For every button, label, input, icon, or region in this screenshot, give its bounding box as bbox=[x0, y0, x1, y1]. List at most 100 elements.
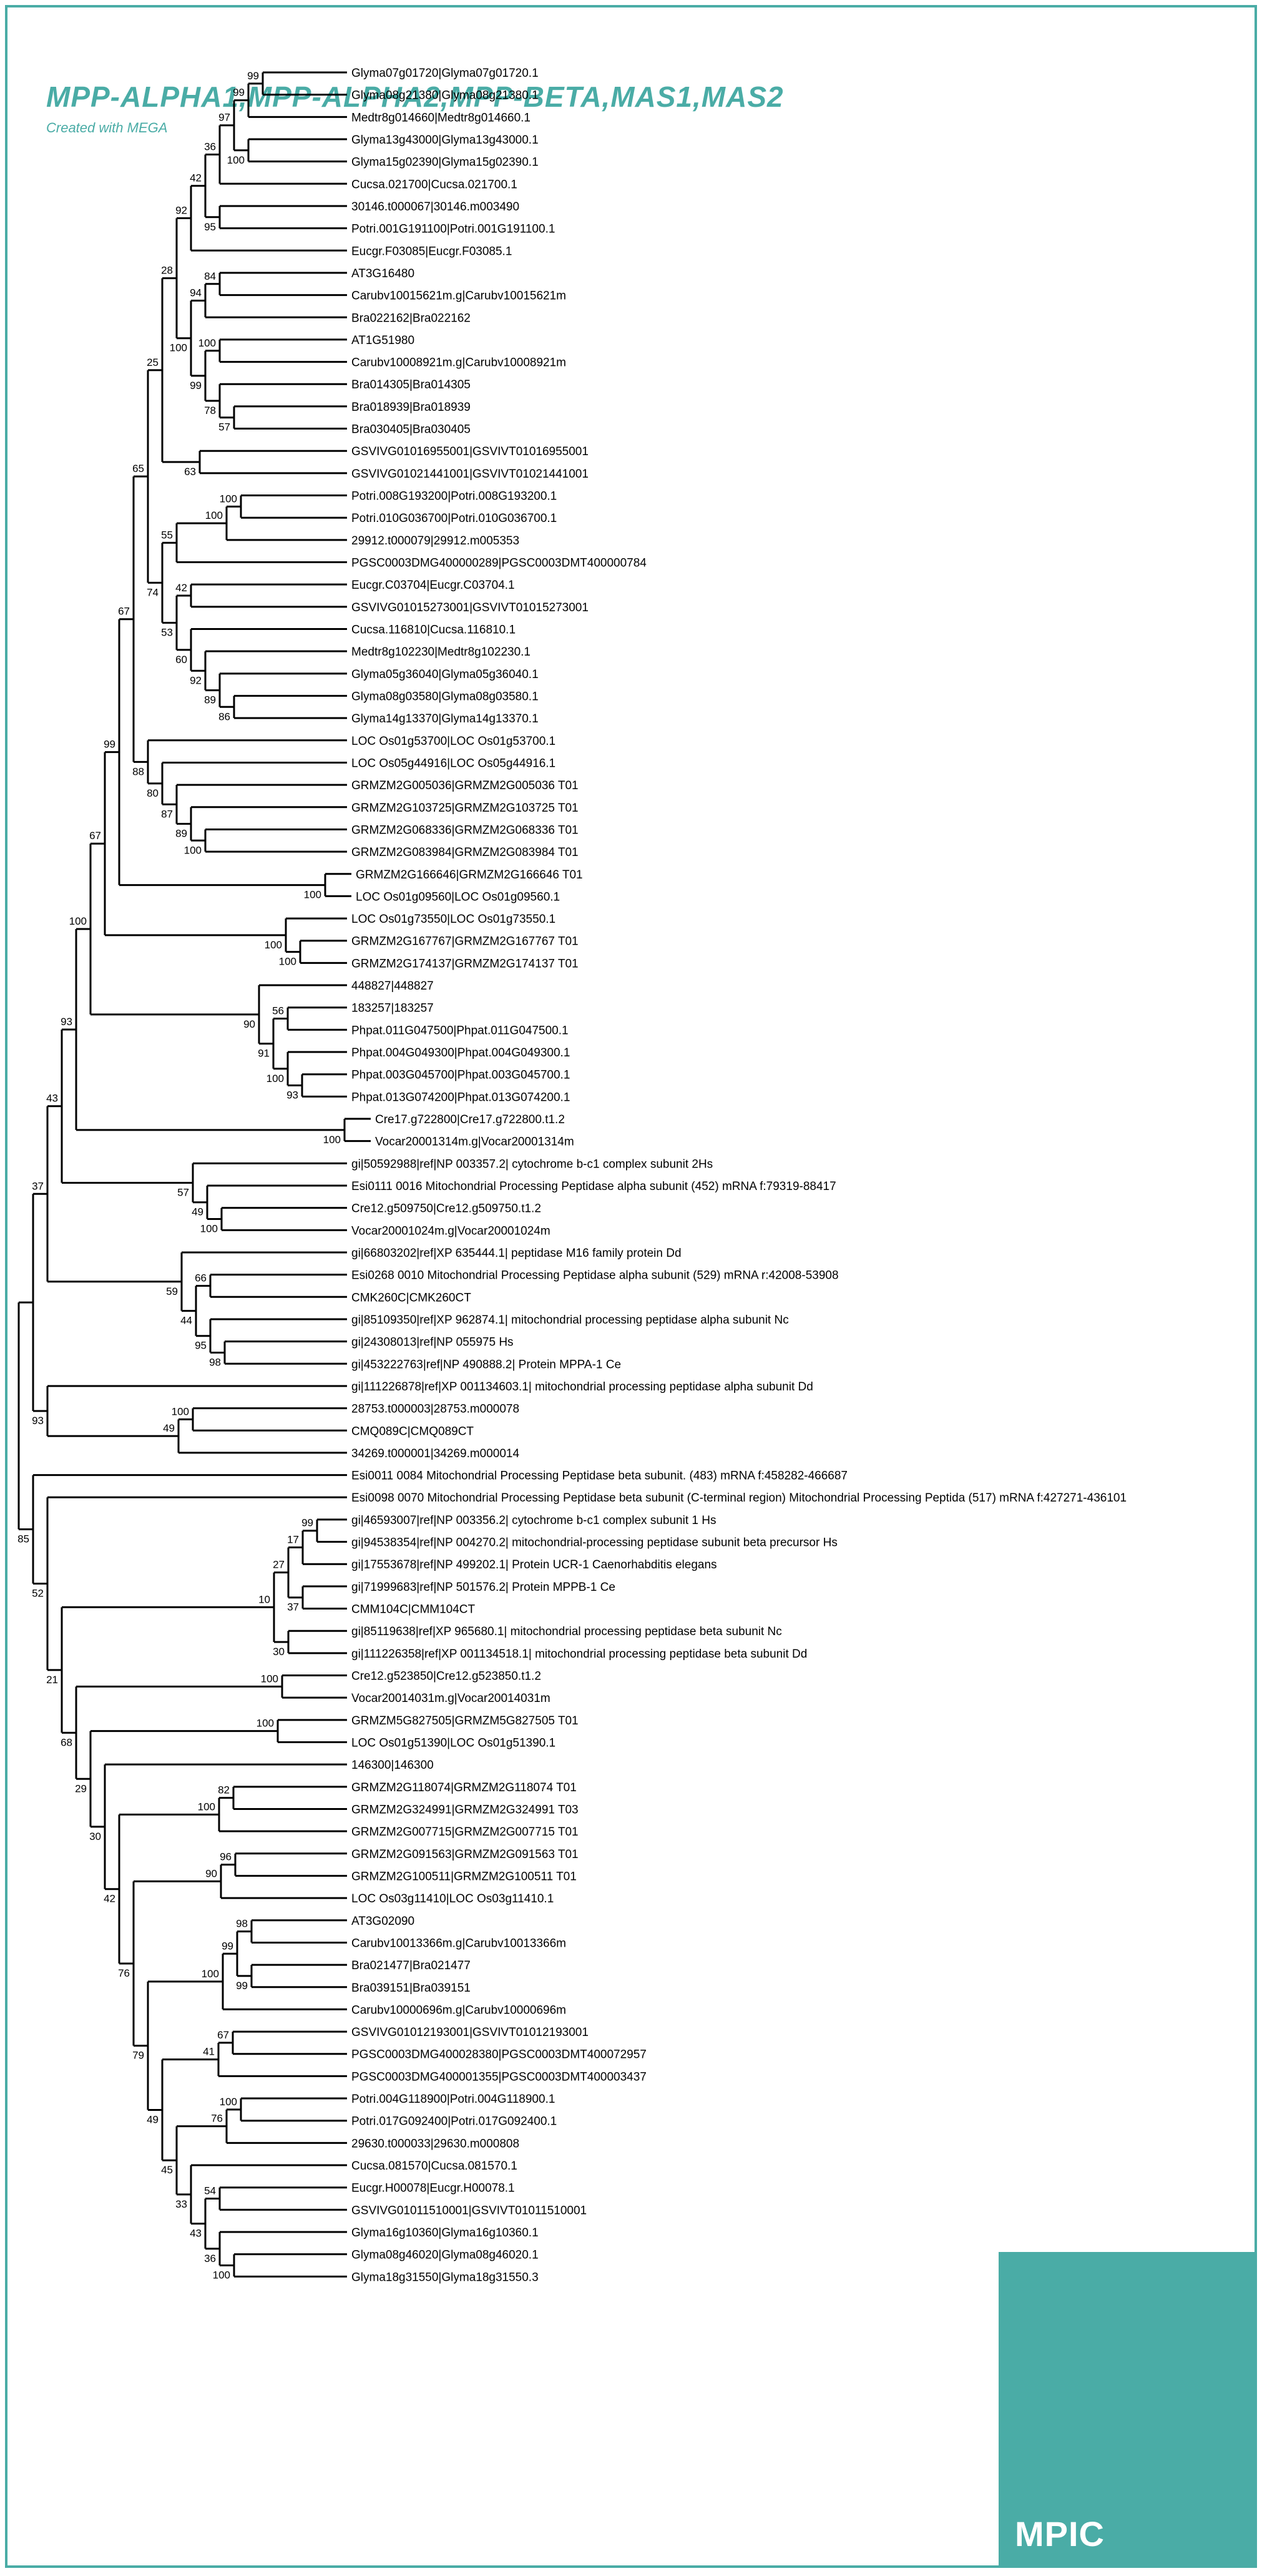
bootstrap-value: 67 bbox=[217, 2029, 229, 2041]
taxon-label: CMQ089C|CMQ089CT bbox=[351, 1425, 474, 1438]
bootstrap-value: 94 bbox=[190, 287, 202, 299]
taxon-label: 448827|448827 bbox=[351, 980, 434, 993]
bootstrap-value: 27 bbox=[273, 1559, 285, 1571]
taxon-label: Phpat.003G045700|Phpat.003G045700.1 bbox=[351, 1069, 570, 1082]
taxon-label: gi|24308013|ref|NP 055975 Hs bbox=[351, 1336, 514, 1349]
bootstrap-value: 52 bbox=[32, 1588, 44, 1600]
bootstrap-value: 100 bbox=[261, 1673, 278, 1684]
bootstrap-value: 33 bbox=[175, 2198, 187, 2210]
taxon-label: GRMZM2G167767|GRMZM2G167767 T01 bbox=[351, 935, 579, 948]
bootstrap-value: 25 bbox=[147, 356, 159, 368]
taxon-label: LOC Os01g09560|LOC Os01g09560.1 bbox=[356, 890, 560, 903]
taxon-label: gi|85109350|ref|XP 962874.1| mitochondri… bbox=[351, 1314, 789, 1327]
taxon-label: GRMZM2G068336|GRMZM2G068336 T01 bbox=[351, 823, 579, 837]
taxon-label: Glyma14g13370|Glyma14g13370.1 bbox=[351, 712, 539, 725]
bootstrap-value: 37 bbox=[32, 1180, 44, 1192]
taxon-label: GRMZM2G007715|GRMZM2G007715 T01 bbox=[351, 1826, 579, 1839]
bootstrap-value: 95 bbox=[195, 1340, 207, 1352]
bootstrap-value: 56 bbox=[272, 1005, 284, 1017]
bootstrap-value: 100 bbox=[279, 956, 296, 968]
bootstrap-value: 99 bbox=[222, 1940, 233, 1952]
taxon-label: Esi0268 0010 Mitochondrial Processing Pe… bbox=[351, 1269, 839, 1282]
taxon-label: gi|85119638|ref|XP 965680.1| mitochondri… bbox=[351, 1625, 782, 1638]
taxon-label: GRMZM2G174137|GRMZM2G174137 T01 bbox=[351, 957, 579, 970]
bootstrap-value: 57 bbox=[218, 421, 230, 433]
bootstrap-value: 49 bbox=[163, 1422, 175, 1434]
bootstrap-value: 100 bbox=[170, 342, 187, 354]
taxon-label: Bra021477|Bra021477 bbox=[351, 1959, 471, 1972]
bootstrap-value: 100 bbox=[267, 1073, 284, 1084]
taxon-label: Vocar20001314m.g|Vocar20001314m bbox=[375, 1136, 574, 1149]
bootstrap-value: 78 bbox=[204, 405, 216, 416]
taxon-label: Glyma15g02390|Glyma15g02390.1 bbox=[351, 156, 539, 169]
bootstrap-value: 89 bbox=[175, 828, 187, 840]
taxon-label: Carubv10008921m.g|Carubv10008921m bbox=[351, 356, 566, 370]
bootstrap-value: 99 bbox=[190, 380, 202, 391]
taxon-label: Glyma08g03580|Glyma08g03580.1 bbox=[351, 690, 539, 703]
bootstrap-value: 88 bbox=[132, 765, 144, 777]
page-subtitle: Created with MEGA bbox=[46, 120, 168, 135]
taxon-label: Potri.001G191100|Potri.001G191100.1 bbox=[351, 223, 555, 236]
bootstrap-value: 29 bbox=[75, 1782, 87, 1794]
bootstrap-value: 98 bbox=[236, 1918, 248, 1930]
bootstrap-value: 100 bbox=[69, 915, 87, 927]
taxon-label: Potri.017G092400|Potri.017G092400.1 bbox=[351, 2115, 557, 2128]
bootstrap-value: 100 bbox=[205, 509, 223, 521]
taxon-label: PGSC0003DMG400000289|PGSC0003DMT40000078… bbox=[351, 557, 647, 570]
taxon-label: Esi0098 0070 Mitochondrial Processing Pe… bbox=[351, 1492, 1127, 1505]
bootstrap-value: 49 bbox=[192, 1206, 203, 1218]
taxon-label: LOC Os01g53700|LOC Os01g53700.1 bbox=[351, 735, 555, 748]
bootstrap-value: 95 bbox=[204, 221, 216, 233]
taxon-label: Eucgr.C03704|Eucgr.C03704.1 bbox=[351, 579, 515, 592]
bootstrap-value: 100 bbox=[184, 844, 202, 856]
bootstrap-value: 57 bbox=[177, 1187, 189, 1199]
bootstrap-value: 99 bbox=[247, 70, 259, 82]
taxon-label: Esi0011 0084 Mitochondrial Processing Pe… bbox=[351, 1470, 848, 1483]
taxon-label: gi|50592988|ref|NP 003357.2| cytochrome … bbox=[351, 1158, 713, 1171]
taxon-label: LOC Os01g51390|LOC Os01g51390.1 bbox=[351, 1737, 555, 1750]
taxon-label: 28753.t000003|28753.m000078 bbox=[351, 1403, 519, 1416]
bootstrap-value: 55 bbox=[161, 529, 173, 541]
taxon-label: GSVIVG01016955001|GSVIVT01016955001 bbox=[351, 445, 589, 458]
taxon-label: Cucsa.081570|Cucsa.081570.1 bbox=[351, 2160, 517, 2173]
taxon-label: Glyma13g43000|Glyma13g43000.1 bbox=[351, 134, 539, 147]
bootstrap-value: 92 bbox=[190, 674, 202, 686]
bootstrap-value: 42 bbox=[104, 1893, 115, 1905]
bootstrap-value: 99 bbox=[301, 1517, 313, 1529]
bootstrap-value: 100 bbox=[227, 154, 245, 166]
taxon-label: Bra018939|Bra018939 bbox=[351, 401, 471, 414]
bootstrap-value: 98 bbox=[209, 1356, 221, 1368]
taxon-label: AT3G02090 bbox=[351, 1915, 414, 1928]
taxon-label: gi|46593007|ref|NP 003356.2| cytochrome … bbox=[351, 1514, 716, 1527]
taxon-label: Phpat.004G049300|Phpat.004G049300.1 bbox=[351, 1046, 570, 1059]
bootstrap-value: 87 bbox=[161, 808, 173, 820]
taxon-label: gi|94538354|ref|NP 004270.2| mitochondri… bbox=[351, 1536, 838, 1550]
bootstrap-value: 92 bbox=[175, 204, 187, 216]
taxon-label: GRMZM2G100511|GRMZM2G100511 T01 bbox=[351, 1870, 577, 1883]
bootstrap-value: 68 bbox=[61, 1736, 72, 1748]
taxon-label: 34269.t000001|34269.m000014 bbox=[351, 1447, 520, 1460]
bootstrap-value: 59 bbox=[166, 1286, 178, 1297]
bootstrap-value: 10 bbox=[258, 1593, 270, 1605]
bootstrap-value: 100 bbox=[200, 1222, 218, 1234]
bootstrap-value: 97 bbox=[218, 112, 230, 124]
bootstrap-value: 36 bbox=[204, 140, 216, 152]
taxon-label: AT3G16480 bbox=[351, 267, 414, 280]
bootstrap-value: 100 bbox=[304, 889, 321, 901]
taxon-label: Medtr8g102230|Medtr8g102230.1 bbox=[351, 646, 531, 659]
bootstrap-value: 100 bbox=[198, 337, 216, 349]
taxon-label: Carubv10013366m.g|Carubv10013366m bbox=[351, 1937, 566, 1950]
taxon-label: 29630.t000033|29630.m000808 bbox=[351, 2137, 519, 2150]
bootstrap-value: 30 bbox=[89, 1831, 101, 1842]
bootstrap-value: 17 bbox=[287, 1533, 299, 1545]
bootstrap-value: 42 bbox=[175, 582, 187, 594]
bootstrap-value: 100 bbox=[172, 1405, 189, 1417]
bootstrap-value: 76 bbox=[211, 2113, 223, 2125]
bootstrap-value: 96 bbox=[220, 1851, 232, 1863]
taxon-label: 183257|183257 bbox=[351, 1002, 434, 1015]
bootstrap-value: 79 bbox=[132, 2050, 144, 2062]
bootstrap-value: 100 bbox=[220, 493, 237, 504]
taxon-label: Cucsa.021700|Cucsa.021700.1 bbox=[351, 178, 517, 191]
taxon-label: GSVIVG01012193001|GSVIVT01012193001 bbox=[351, 2026, 589, 2039]
